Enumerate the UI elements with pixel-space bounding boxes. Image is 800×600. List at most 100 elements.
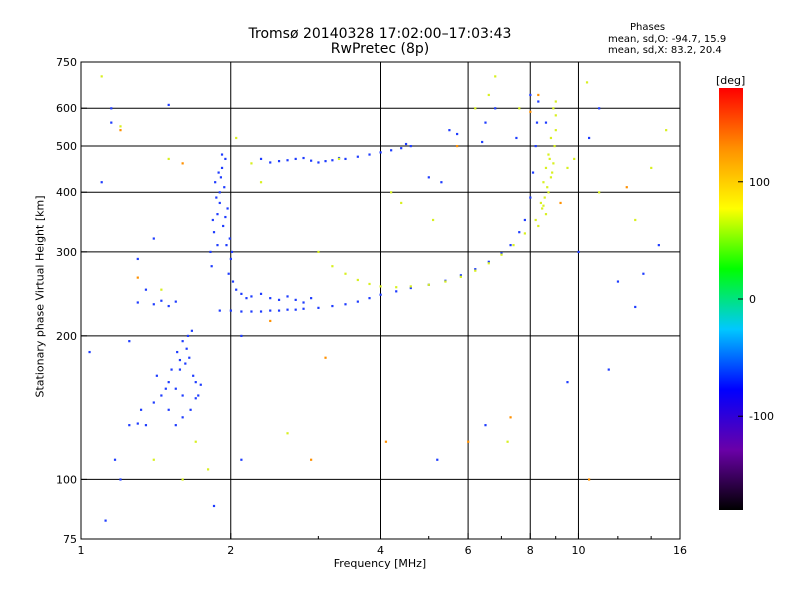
data-point-o <box>174 387 177 390</box>
data-point-other <box>384 440 388 443</box>
data-point-o <box>184 362 187 365</box>
data-point-o <box>174 300 177 303</box>
data-point-o <box>331 304 334 308</box>
data-point-x <box>542 204 545 207</box>
x-tick-label: 2 <box>227 544 234 557</box>
data-point-o <box>529 93 532 97</box>
data-point-o <box>188 356 191 359</box>
data-point-other <box>509 416 512 419</box>
data-point-other <box>467 440 470 443</box>
data-point-o <box>259 292 263 295</box>
data-point-o <box>164 387 167 390</box>
data-point-o <box>642 272 645 275</box>
colorbar-label: [deg] <box>716 74 745 87</box>
data-point-x <box>554 129 557 132</box>
data-point-o <box>518 231 521 234</box>
data-point-other <box>456 144 459 148</box>
data-point-o <box>286 295 289 298</box>
data-point-other <box>324 356 327 359</box>
data-point-o <box>178 358 182 362</box>
data-point-o <box>218 309 221 312</box>
data-point-o <box>212 231 216 234</box>
y-tick-label: 75 <box>63 533 77 546</box>
data-point-o <box>250 295 253 298</box>
data-point-x <box>548 157 551 161</box>
data-point-x <box>552 162 555 165</box>
data-point-o <box>215 196 218 199</box>
data-point-o <box>302 301 305 304</box>
data-point-o <box>531 171 535 174</box>
data-point-x <box>250 162 253 165</box>
chart-title-line2: RwPretec (8p) <box>330 41 430 57</box>
data-point-o <box>634 305 637 309</box>
data-point-x <box>539 201 542 205</box>
data-point-o <box>167 103 170 107</box>
data-point-x <box>368 282 371 286</box>
data-point-o <box>229 309 232 312</box>
data-point-x <box>512 244 515 247</box>
data-point-o <box>459 274 462 277</box>
data-point-x <box>547 153 550 156</box>
data-point-x <box>543 196 546 199</box>
data-point-o <box>500 252 503 255</box>
data-point-o <box>229 257 232 261</box>
data-point-o <box>144 424 148 427</box>
data-point-o <box>277 298 281 301</box>
data-point-o <box>110 121 113 124</box>
data-point-o <box>155 374 158 377</box>
data-point-o <box>245 297 248 300</box>
data-point-o <box>190 329 193 332</box>
data-point-x <box>344 272 347 275</box>
data-point-other <box>136 276 139 279</box>
data-point-x <box>542 181 545 184</box>
data-point-o <box>128 424 131 427</box>
data-point-x <box>400 201 403 205</box>
data-point-o <box>217 171 220 174</box>
data-point-o <box>269 161 272 164</box>
data-point-o <box>474 268 477 271</box>
colorbar-tick-label: -100 <box>749 410 774 423</box>
data-point-x <box>566 166 569 170</box>
data-point-x <box>650 166 653 170</box>
data-point-other <box>119 129 122 132</box>
data-point-o <box>209 250 212 254</box>
data-point-other <box>625 186 628 189</box>
y-tick-label: 600 <box>56 102 77 115</box>
data-point-o <box>277 160 281 163</box>
data-point-o <box>544 121 548 124</box>
data-point-o <box>167 408 170 411</box>
data-point-o <box>88 350 91 354</box>
data-point-x <box>487 262 490 265</box>
data-point-o <box>199 383 202 386</box>
data-point-o <box>104 519 107 522</box>
data-point-x <box>549 176 553 179</box>
data-point-o <box>356 300 359 303</box>
data-point-o <box>136 257 139 261</box>
data-point-o <box>302 307 305 310</box>
data-point-o <box>152 401 155 404</box>
data-point-o <box>240 334 243 338</box>
data-point-x <box>235 136 238 140</box>
data-point-o <box>216 244 219 247</box>
data-point-o <box>250 310 253 313</box>
data-point-o <box>368 297 371 300</box>
data-point-x <box>544 213 548 216</box>
data-point-o <box>395 290 398 293</box>
data-point-o <box>218 191 221 194</box>
data-point-o <box>310 159 313 162</box>
data-point-o <box>657 244 660 247</box>
chart-grid <box>81 62 680 539</box>
data-point-o <box>456 132 459 136</box>
data-point-o <box>212 504 216 508</box>
data-point-x <box>544 166 548 170</box>
data-point-o <box>211 218 214 222</box>
data-point-o <box>448 129 451 132</box>
data-point-o <box>113 458 117 461</box>
colorbar: 100 0 -100 [deg] <box>716 74 774 510</box>
data-point-o <box>224 157 227 161</box>
data-point-o <box>185 347 188 350</box>
data-point-x <box>474 269 477 272</box>
data-point-o <box>240 310 243 313</box>
data-point-o <box>607 368 610 371</box>
data-point-o <box>186 334 190 338</box>
